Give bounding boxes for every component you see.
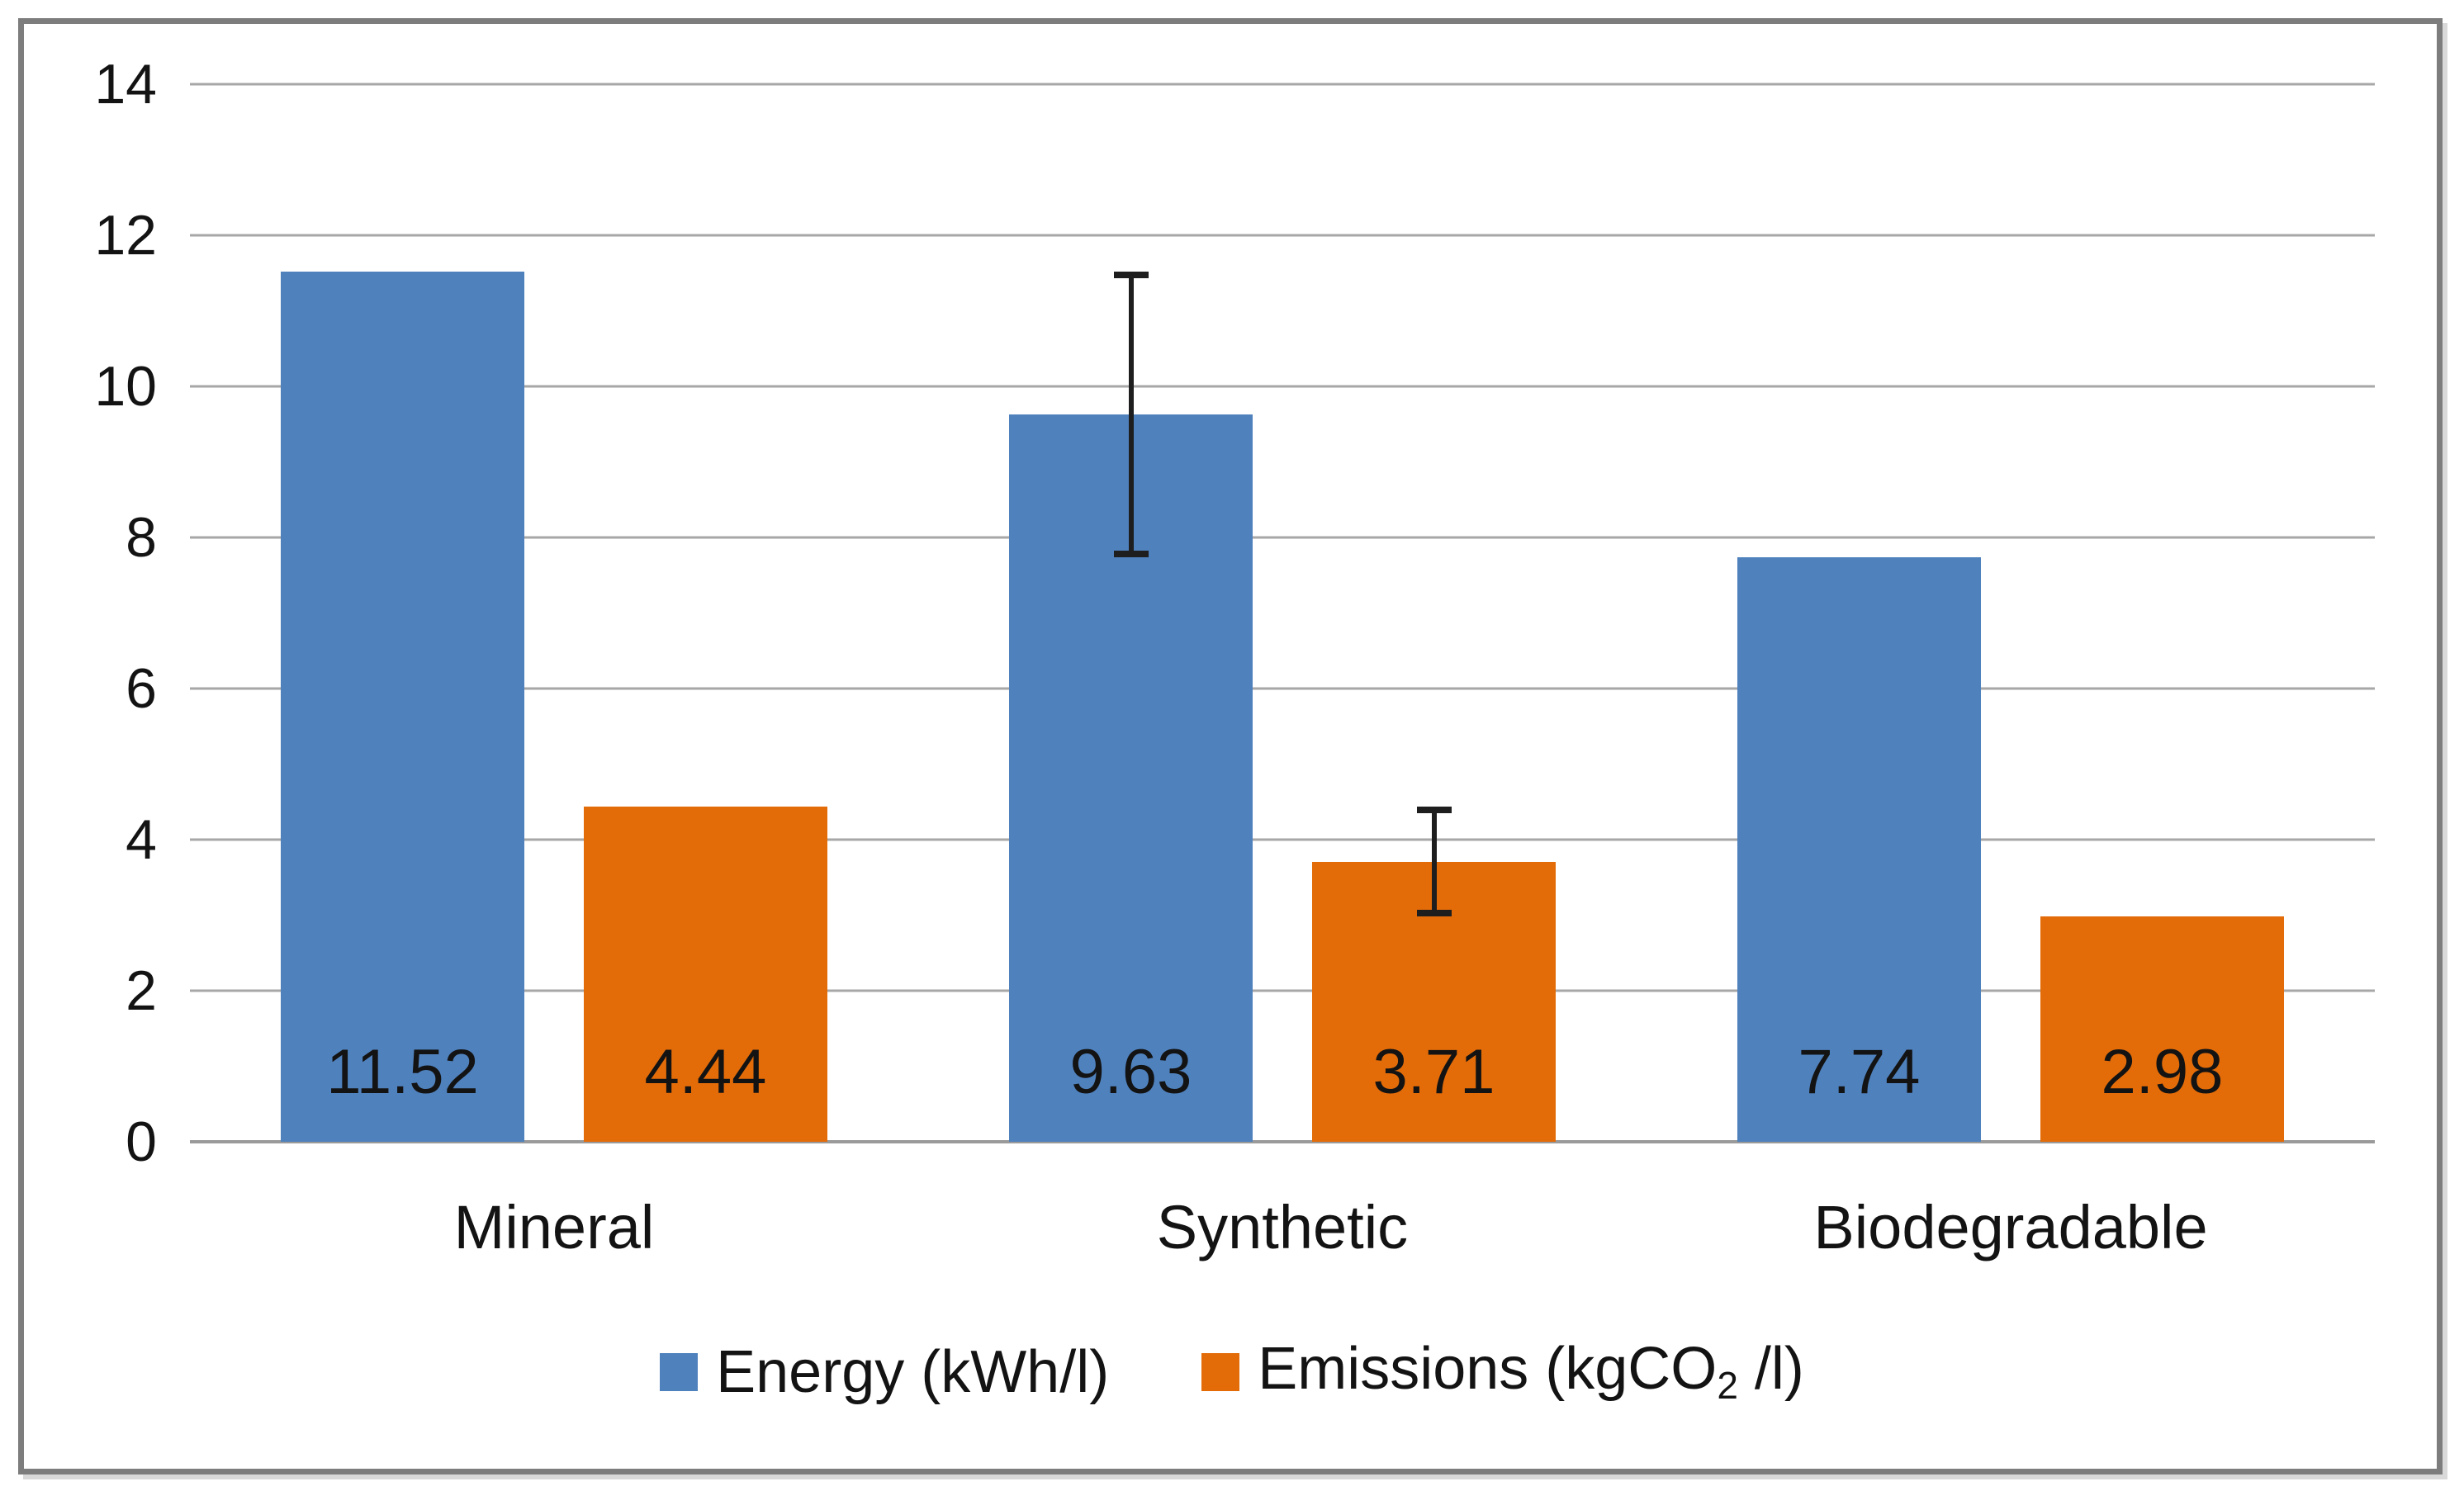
y-tick-label: 14 xyxy=(94,53,157,116)
x-axis-labels: Mineral Synthetic Biodegradable xyxy=(190,1197,2375,1258)
legend-subscript: 2 xyxy=(1717,1364,1738,1407)
y-tick-label: 2 xyxy=(126,959,157,1022)
gridline xyxy=(190,1140,2375,1143)
data-label-energy-synthetic: 9.63 xyxy=(1069,1037,1192,1107)
legend-swatch-energy-icon xyxy=(660,1352,699,1391)
error-bar-line xyxy=(1128,271,1134,557)
legend-label-part: /l) xyxy=(1737,1336,1804,1402)
legend-label-energy: Energy (kWh/l) xyxy=(716,1338,1110,1405)
y-tick-label: 10 xyxy=(94,355,157,418)
gridline xyxy=(190,536,2375,539)
legend-label-emissions: Emissions (kgCO2 /l) xyxy=(1258,1339,1804,1404)
y-tick-label: 6 xyxy=(126,657,157,720)
data-label-energy-biodegradable: 7.74 xyxy=(1798,1037,1921,1107)
bar-emissions-biodegradable: 2.98 xyxy=(2040,916,2284,1142)
legend-item-emissions: Emissions (kgCO2 /l) xyxy=(1201,1339,1804,1404)
data-label-emissions-synthetic: 3.71 xyxy=(1372,1037,1495,1107)
bar-energy-biodegradable: 7.74 xyxy=(1737,556,1981,1142)
x-category-label-mineral: Mineral xyxy=(453,1193,655,1261)
plot-area: 11.52 4.44 9.63 3.71 7.74 xyxy=(190,83,2375,1143)
data-label-energy-mineral: 11.52 xyxy=(326,1037,479,1107)
error-bar-energy-synthetic xyxy=(1113,271,1149,557)
y-tick-label: 4 xyxy=(126,808,157,871)
bar-emissions-mineral: 4.44 xyxy=(584,806,827,1142)
error-bar-emissions-synthetic xyxy=(1416,806,1452,917)
gridline xyxy=(190,234,2375,237)
legend: Energy (kWh/l) Emissions (kgCO2 /l) xyxy=(0,1339,2464,1404)
y-tick-label: 8 xyxy=(126,506,157,569)
x-category-label-biodegradable: Biodegradable xyxy=(1813,1193,2208,1261)
gridline xyxy=(190,989,2375,992)
bar-energy-mineral: 11.52 xyxy=(281,271,524,1142)
x-category-label-synthetic: Synthetic xyxy=(1156,1193,1409,1261)
gridlines xyxy=(190,83,2375,1143)
legend-label-part: Emissions (kgCO xyxy=(1258,1336,1718,1402)
gridline xyxy=(190,83,2375,86)
legend-item-energy: Energy (kWh/l) xyxy=(660,1342,1109,1402)
error-bar-bottom-cap xyxy=(1113,550,1149,557)
gridline xyxy=(190,687,2375,690)
error-bar-bottom-cap xyxy=(1416,910,1452,917)
data-label-emissions-mineral: 4.44 xyxy=(644,1037,767,1107)
legend-swatch-emissions-icon xyxy=(1201,1352,1240,1391)
gridline xyxy=(190,385,2375,388)
gridline xyxy=(190,838,2375,841)
bar-emissions-synthetic: 3.71 xyxy=(1312,806,1556,1142)
data-label-emissions-biodegradable: 2.98 xyxy=(2101,1037,2224,1107)
y-tick-label: 0 xyxy=(126,1110,157,1173)
error-bar-line xyxy=(1431,806,1437,917)
y-tick-label: 12 xyxy=(94,204,157,267)
y-axis-ticks: 0 2 4 6 8 10 12 14 xyxy=(33,56,157,1170)
bar-energy-synthetic: 9.63 xyxy=(1009,271,1253,1142)
